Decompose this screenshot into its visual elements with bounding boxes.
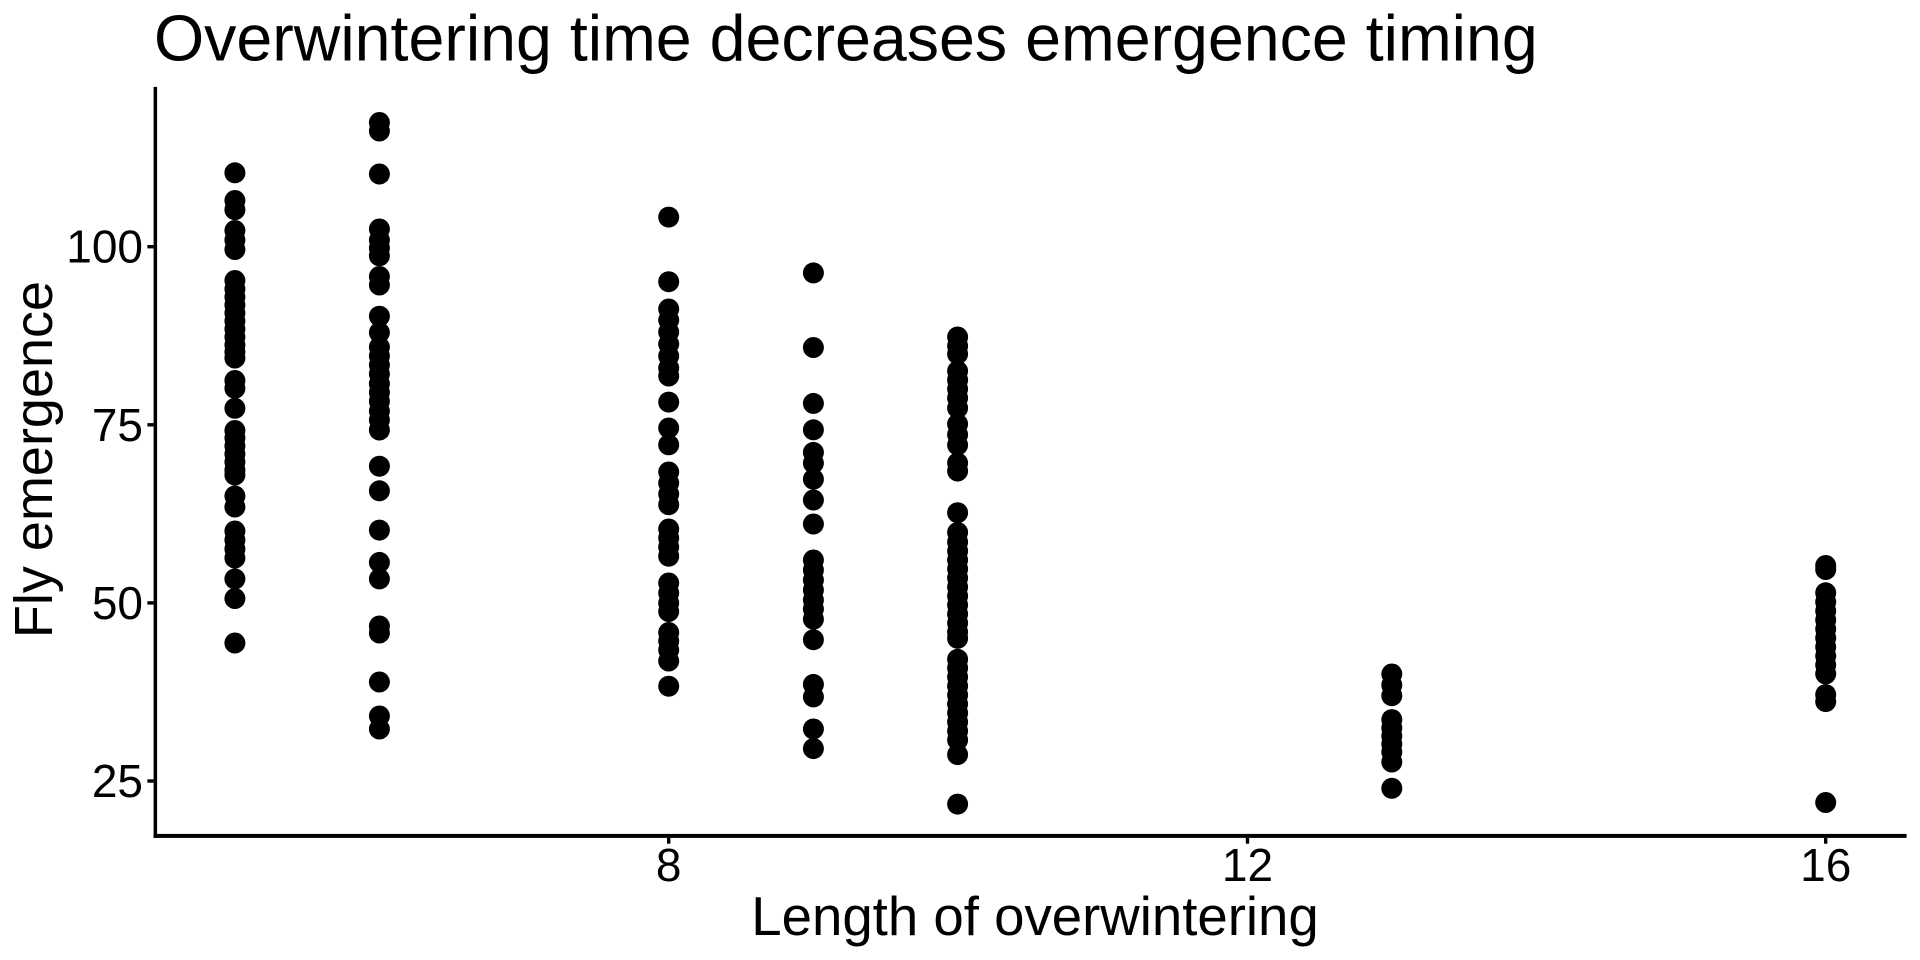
svg-text:8: 8 bbox=[656, 839, 682, 891]
svg-text:75: 75 bbox=[92, 399, 143, 451]
svg-text:Length of overwintering: Length of overwintering bbox=[751, 886, 1319, 947]
svg-text:16: 16 bbox=[1800, 839, 1851, 891]
svg-text:25: 25 bbox=[92, 755, 143, 807]
svg-text:100: 100 bbox=[66, 221, 143, 273]
svg-text:Fly emergence: Fly emergence bbox=[4, 281, 64, 638]
svg-text:Overwintering time decreases e: Overwintering time decreases emergence t… bbox=[154, 3, 1538, 75]
svg-text:50: 50 bbox=[92, 577, 143, 629]
svg-text:12: 12 bbox=[1222, 839, 1273, 891]
